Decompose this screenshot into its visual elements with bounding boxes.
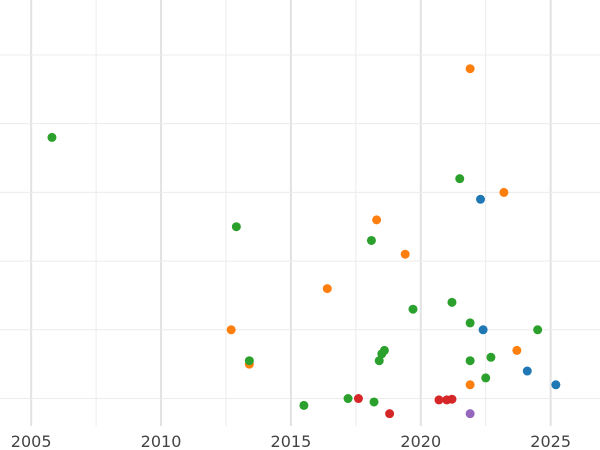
- data-point: [533, 325, 543, 335]
- data-point: [499, 187, 509, 197]
- data-point: [434, 395, 444, 405]
- data-point: [369, 397, 379, 407]
- data-point: [244, 356, 254, 366]
- data-point: [374, 356, 384, 366]
- data-point: [47, 132, 57, 142]
- data-point: [465, 356, 475, 366]
- x-tick-label: 2025: [530, 432, 571, 450]
- x-tick-label: 2015: [271, 432, 312, 450]
- data-point: [322, 284, 332, 294]
- data-point: [465, 318, 475, 328]
- data-point: [299, 400, 309, 410]
- data-point: [353, 394, 363, 404]
- data-point: [447, 394, 457, 404]
- data-point: [372, 215, 382, 225]
- data-point: [476, 194, 486, 204]
- x-tick-label: 2005: [11, 432, 52, 450]
- data-point: [377, 349, 387, 359]
- data-point: [455, 174, 465, 184]
- data-point: [481, 373, 491, 383]
- data-point: [447, 297, 457, 307]
- data-point: [231, 222, 241, 232]
- x-tick-labels: 2005 2010 2015 2020 2025: [11, 432, 571, 450]
- data-point: [366, 235, 376, 245]
- data-point: [465, 380, 475, 390]
- data-point: [551, 380, 561, 390]
- data-point: [465, 409, 475, 419]
- data-point: [512, 345, 522, 355]
- x-tick-label: 2020: [400, 432, 441, 450]
- data-point: [343, 394, 353, 404]
- data-point: [465, 64, 475, 74]
- x-tick-label: 2010: [141, 432, 182, 450]
- data-point: [478, 325, 488, 335]
- data-point: [400, 249, 410, 259]
- data-point: [522, 366, 532, 376]
- data-point: [385, 409, 395, 419]
- grid-layer: [0, 0, 600, 426]
- data-point: [226, 325, 236, 335]
- points-layer: [47, 64, 561, 419]
- data-point: [408, 304, 418, 314]
- data-point: [486, 352, 496, 362]
